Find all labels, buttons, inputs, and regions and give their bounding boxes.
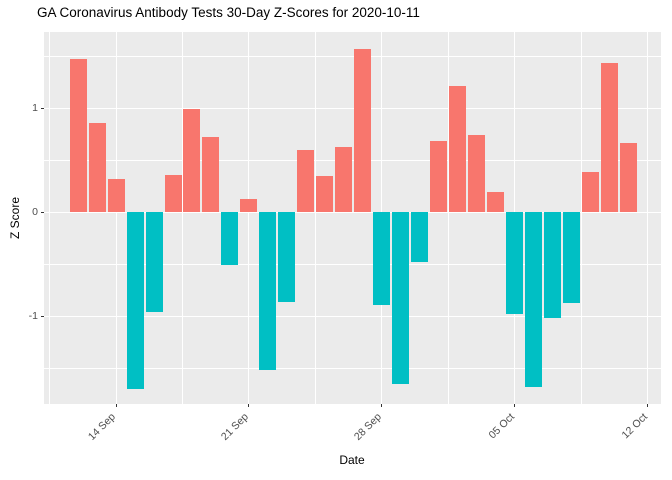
bar-2020-09-26 [335, 146, 353, 213]
chart-title: GA Coronavirus Antibody Tests 30-Day Z-S… [37, 5, 420, 20]
y-tick-mark [41, 315, 44, 317]
y-tick-label: -1 [28, 310, 38, 323]
bar-2020-09-23 [278, 212, 296, 302]
bar-2020-09-13 [88, 122, 106, 213]
bar-2020-10-01 [430, 141, 448, 213]
bar-2020-09-20 [221, 212, 239, 266]
bar-2020-09-21 [240, 198, 258, 213]
gridline-major-h [44, 315, 661, 317]
bar-2020-09-28 [373, 212, 391, 305]
x-tick-mark [248, 404, 250, 407]
gridline-minor-v [182, 32, 183, 404]
y-tick-mark [41, 107, 44, 109]
bar-2020-10-03 [468, 135, 486, 213]
bar-2020-09-29 [392, 212, 410, 385]
bar-2020-10-08 [563, 212, 581, 303]
x-tick-label: 05 Oct [486, 410, 517, 442]
gridline-minor-v [315, 32, 316, 404]
bar-2020-09-12 [69, 59, 87, 213]
bar-2020-10-09 [582, 171, 600, 213]
y-tick-label: 1 [32, 102, 38, 115]
bar-2020-09-27 [354, 48, 372, 213]
gridline-minor-h [44, 159, 661, 161]
bar-2020-09-30 [411, 212, 429, 263]
x-tick-label: 12 Oct [619, 410, 650, 442]
bar-2020-09-16 [145, 212, 163, 313]
plot-area [44, 32, 661, 404]
bar-2020-09-25 [316, 175, 334, 213]
bar-2020-10-05 [506, 212, 524, 315]
gridline-minor-h [44, 368, 661, 369]
x-tick-mark [115, 404, 117, 407]
gridline-major-v [248, 32, 250, 404]
gridline-minor-v [580, 32, 582, 404]
bar-2020-09-17 [164, 174, 182, 213]
gridline-major-h [44, 107, 661, 109]
gridline-minor-h [44, 55, 661, 57]
bar-2020-10-04 [487, 192, 505, 213]
bar-2020-09-22 [259, 212, 277, 370]
x-tick-mark [514, 404, 516, 407]
y-tick-mark [41, 211, 44, 213]
bar-2020-10-06 [525, 212, 543, 388]
gridline-minor-v [447, 32, 449, 404]
x-tick-label: 21 Sep [218, 410, 251, 443]
gridline-major-h [44, 211, 661, 213]
gridline-minor-h [44, 264, 661, 265]
gridline-major-v [646, 32, 649, 404]
x-tick-mark [381, 404, 383, 407]
bar-2020-10-11 [620, 143, 638, 213]
gridline-major-v [115, 32, 117, 404]
bar-2020-09-18 [183, 109, 201, 213]
bar-2020-10-02 [449, 86, 467, 213]
bar-2020-10-07 [544, 212, 562, 318]
bar-2020-10-10 [601, 63, 619, 213]
x-tick-label: 14 Sep [85, 410, 118, 443]
bar-2020-09-15 [126, 212, 144, 390]
x-tick-mark [647, 404, 648, 407]
x-axis-title: Date [339, 453, 365, 467]
bar-2020-09-14 [107, 178, 125, 213]
bar-2020-09-19 [202, 137, 220, 213]
gridline-minor-v [49, 32, 50, 404]
y-tick-label: 0 [32, 206, 38, 219]
bar-2020-09-24 [297, 149, 315, 213]
